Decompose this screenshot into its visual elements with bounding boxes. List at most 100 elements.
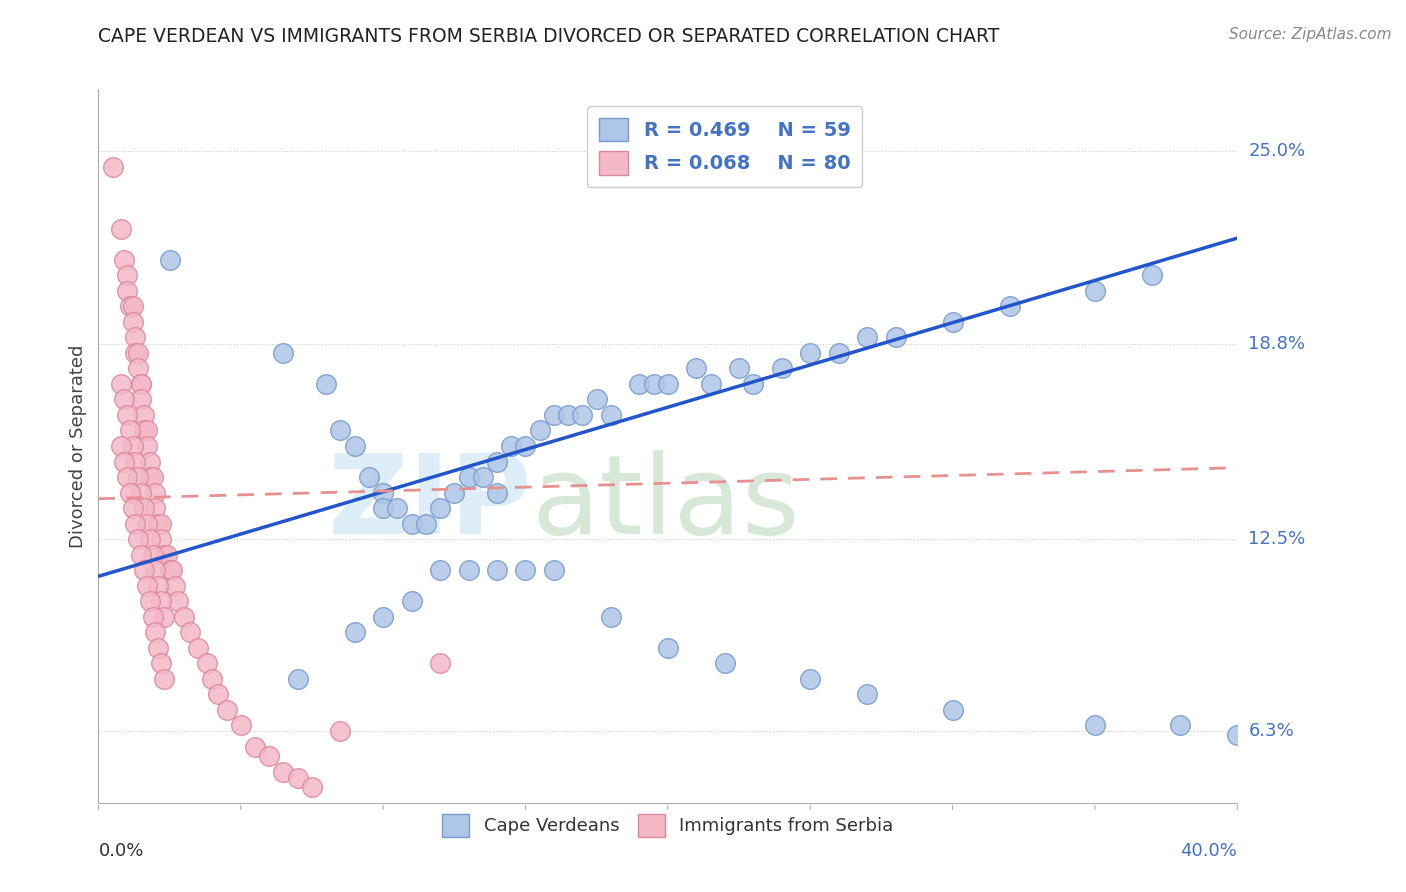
- Point: [942, 703, 965, 717]
- Point: [471, 470, 494, 484]
- Point: [529, 424, 551, 438]
- Point: [187, 640, 209, 655]
- Point: [162, 563, 184, 577]
- Point: [167, 594, 190, 608]
- Text: 6.3%: 6.3%: [1249, 723, 1294, 740]
- Point: [150, 656, 173, 670]
- Point: [150, 516, 173, 531]
- Point: [486, 454, 509, 468]
- Point: [124, 330, 146, 344]
- Point: [543, 563, 565, 577]
- Point: [415, 516, 437, 531]
- Point: [129, 376, 152, 391]
- Point: [301, 780, 323, 795]
- Point: [118, 485, 141, 500]
- Point: [259, 749, 281, 764]
- Point: [150, 594, 173, 608]
- Point: [118, 299, 141, 313]
- Point: [138, 470, 160, 484]
- Point: [121, 501, 143, 516]
- Text: 25.0%: 25.0%: [1249, 142, 1306, 161]
- Point: [515, 563, 537, 577]
- Point: [112, 392, 135, 407]
- Point: [132, 424, 155, 438]
- Point: [135, 424, 157, 438]
- Point: [101, 160, 124, 174]
- Point: [486, 485, 509, 500]
- Point: [124, 346, 146, 360]
- Point: [110, 439, 132, 453]
- Point: [287, 672, 309, 686]
- Point: [229, 718, 252, 732]
- Point: [135, 579, 157, 593]
- Point: [373, 485, 395, 500]
- Point: [153, 609, 176, 624]
- Point: [141, 609, 163, 624]
- Point: [373, 609, 395, 624]
- Point: [287, 771, 309, 785]
- Point: [1226, 727, 1249, 741]
- Point: [373, 501, 395, 516]
- Point: [121, 299, 143, 313]
- Text: 18.8%: 18.8%: [1249, 334, 1305, 352]
- Point: [429, 656, 451, 670]
- Text: 0.0%: 0.0%: [98, 842, 143, 860]
- Point: [685, 361, 707, 376]
- Point: [329, 724, 352, 739]
- Point: [135, 516, 157, 531]
- Point: [571, 408, 593, 422]
- Point: [145, 563, 167, 577]
- Point: [600, 408, 623, 422]
- Point: [457, 563, 479, 577]
- Point: [515, 439, 537, 453]
- Point: [998, 299, 1021, 313]
- Point: [628, 376, 651, 391]
- Point: [557, 408, 579, 422]
- Point: [124, 454, 146, 468]
- Point: [1170, 718, 1192, 732]
- Point: [138, 454, 160, 468]
- Point: [856, 330, 879, 344]
- Point: [127, 532, 149, 546]
- Point: [600, 609, 623, 624]
- Text: ZIP: ZIP: [328, 450, 531, 557]
- Point: [343, 439, 366, 453]
- Point: [201, 672, 224, 686]
- Point: [110, 222, 132, 236]
- Point: [1084, 718, 1107, 732]
- Point: [714, 656, 737, 670]
- Point: [127, 346, 149, 360]
- Point: [148, 640, 170, 655]
- Point: [121, 315, 143, 329]
- Point: [127, 470, 149, 484]
- Point: [501, 439, 523, 453]
- Point: [401, 516, 423, 531]
- Point: [145, 501, 167, 516]
- Point: [121, 439, 143, 453]
- Point: [179, 625, 201, 640]
- Point: [115, 408, 138, 422]
- Point: [118, 424, 141, 438]
- Point: [585, 392, 607, 407]
- Point: [112, 454, 135, 468]
- Point: [699, 376, 721, 391]
- Point: [112, 252, 135, 267]
- Point: [138, 594, 160, 608]
- Point: [173, 609, 195, 624]
- Point: [273, 346, 295, 360]
- Point: [799, 672, 821, 686]
- Point: [728, 361, 751, 376]
- Point: [243, 739, 266, 754]
- Point: [145, 625, 167, 640]
- Point: [273, 764, 295, 779]
- Point: [127, 361, 149, 376]
- Point: [141, 548, 163, 562]
- Point: [387, 501, 409, 516]
- Point: [153, 548, 176, 562]
- Point: [315, 376, 337, 391]
- Point: [357, 470, 380, 484]
- Point: [429, 501, 451, 516]
- Point: [132, 408, 155, 422]
- Point: [742, 376, 765, 391]
- Point: [159, 252, 181, 267]
